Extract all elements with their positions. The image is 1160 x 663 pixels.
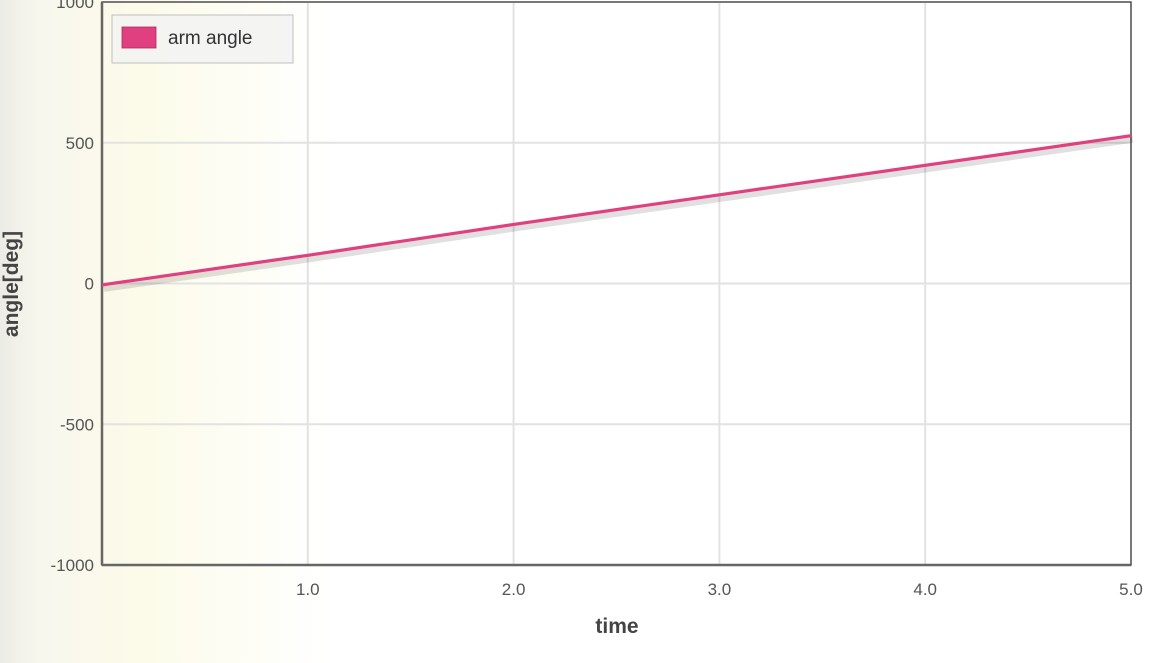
y-tick-label: 500 bbox=[66, 134, 94, 153]
legend-swatch bbox=[121, 26, 157, 49]
x-axis-ticks: 1.0 2.0 3.0 4.0 5.0 bbox=[296, 580, 1143, 599]
x-tick-label: 1.0 bbox=[296, 580, 320, 599]
plot-area bbox=[102, 2, 1131, 565]
x-axis-title: time bbox=[595, 615, 638, 638]
y-tick-label: -1000 bbox=[51, 556, 94, 575]
x-tick-label: 3.0 bbox=[708, 580, 732, 599]
series-line-shadow bbox=[103, 136, 1134, 292]
y-tick-label: -500 bbox=[60, 415, 94, 434]
y-axis-ticks: 1000 500 0 -500 -1000 bbox=[51, 0, 94, 575]
x-tick-label: 5.0 bbox=[1119, 580, 1143, 599]
y-axis-title: angle[deg] bbox=[0, 231, 23, 337]
legend: arm angle bbox=[111, 14, 294, 64]
legend-label: arm angle bbox=[168, 28, 253, 49]
x-tick-label: 4.0 bbox=[913, 580, 937, 599]
x-tick-label: 2.0 bbox=[502, 580, 526, 599]
y-tick-label: 1000 bbox=[56, 0, 94, 12]
series-layer bbox=[101, 134, 1134, 292]
plot-frame bbox=[100, 1, 1132, 567]
y-tick-label: 0 bbox=[85, 275, 94, 294]
series-line-arm-angle bbox=[101, 134, 1132, 287]
